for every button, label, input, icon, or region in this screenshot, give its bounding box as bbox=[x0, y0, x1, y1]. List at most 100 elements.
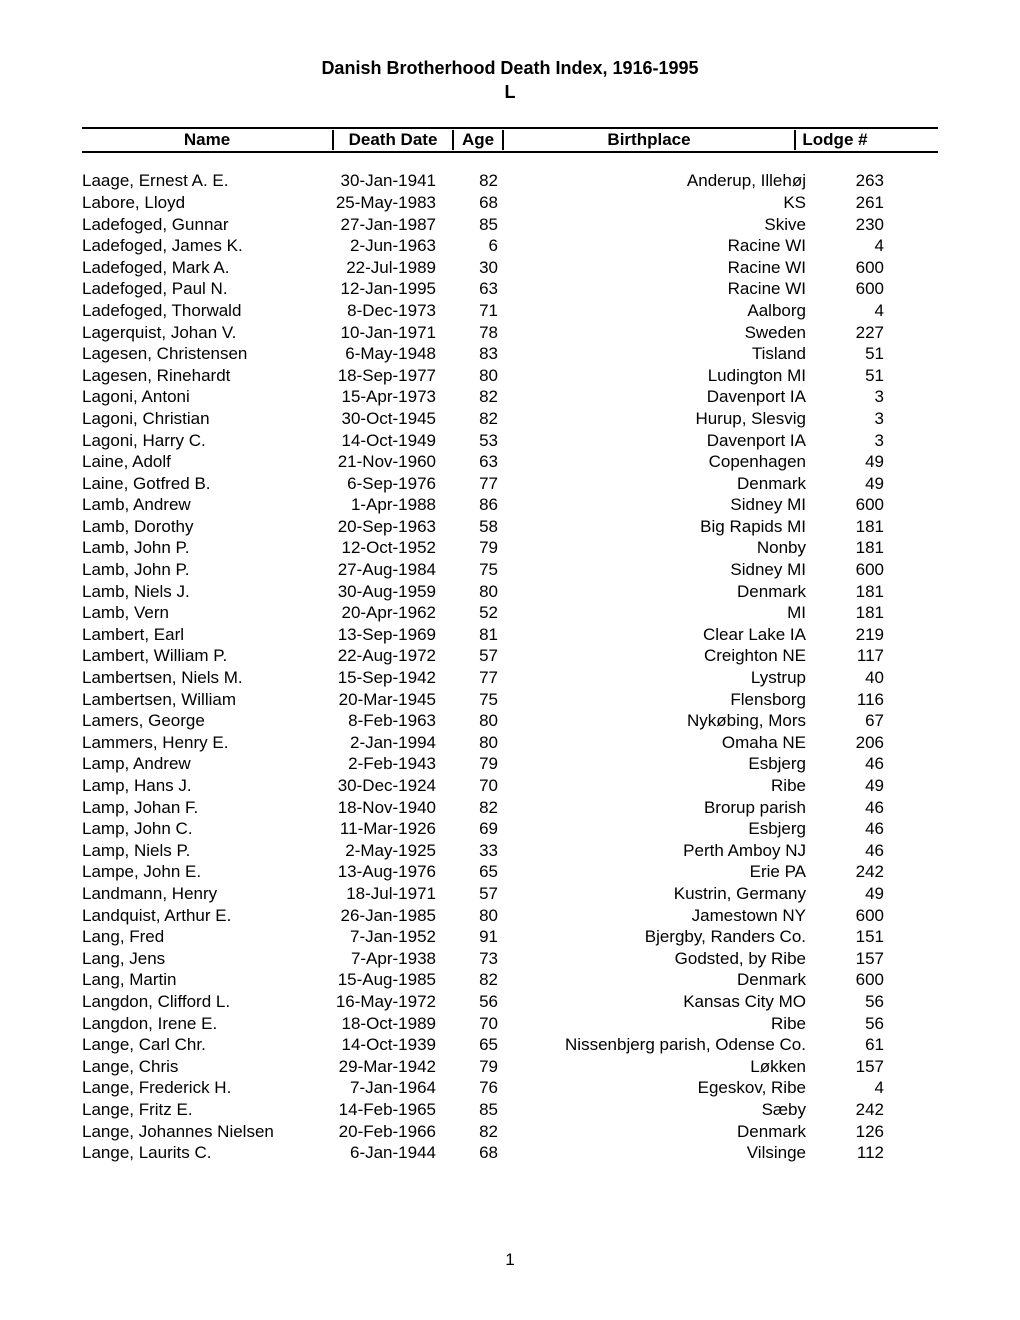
cell-name: Lambert, William P. bbox=[82, 646, 298, 666]
cell-name: Lagoni, Antoni bbox=[82, 387, 298, 407]
cell-name: Lamp, Johan F. bbox=[82, 798, 298, 818]
cell-date: 7-Jan-1952 bbox=[298, 927, 442, 947]
table-row: Lamb, Dorothy20-Sep-196358Big Rapids MI1… bbox=[82, 516, 938, 538]
page-number: 1 bbox=[0, 1250, 1020, 1270]
cell-date: 20-Apr-1962 bbox=[298, 603, 442, 623]
cell-date: 12-Jan-1995 bbox=[298, 279, 442, 299]
cell-birthplace: Flensborg bbox=[504, 690, 812, 710]
cell-age: 82 bbox=[442, 1122, 504, 1142]
cell-birthplace: Ribe bbox=[504, 1014, 812, 1034]
cell-name: Lagesen, Rinehardt bbox=[82, 366, 298, 386]
cell-date: 25-May-1983 bbox=[298, 193, 442, 213]
cell-date: 20-Feb-1966 bbox=[298, 1122, 442, 1142]
cell-birthplace: Esbjerg bbox=[504, 754, 812, 774]
cell-name: Labore, Lloyd bbox=[82, 193, 298, 213]
cell-name: Lamp, Niels P. bbox=[82, 841, 298, 861]
cell-lodge: 181 bbox=[812, 603, 884, 623]
cell-age: 80 bbox=[442, 366, 504, 386]
cell-name: Lamb, Andrew bbox=[82, 495, 298, 515]
cell-lodge: 151 bbox=[812, 927, 884, 947]
cell-age: 65 bbox=[442, 862, 504, 882]
cell-age: 77 bbox=[442, 474, 504, 494]
table-row: Langdon, Irene E.18-Oct-198970Ribe56 bbox=[82, 1013, 938, 1035]
table-body: Laage, Ernest A. E.30-Jan-194182Anderup,… bbox=[82, 171, 938, 1164]
cell-birthplace: Sæby bbox=[504, 1100, 812, 1120]
cell-age: 80 bbox=[442, 733, 504, 753]
cell-date: 15-Aug-1985 bbox=[298, 970, 442, 990]
cell-date: 27-Jan-1987 bbox=[298, 215, 442, 235]
table-row: Lammers, Henry E.2-Jan-199480Omaha NE206 bbox=[82, 732, 938, 754]
cell-birthplace: Tisland bbox=[504, 344, 812, 364]
table-row: Lagesen, Rinehardt18-Sep-197780Ludington… bbox=[82, 365, 938, 387]
cell-date: 22-Aug-1972 bbox=[298, 646, 442, 666]
table-row: Ladefoged, James K.2-Jun-19636Racine WI4 bbox=[82, 235, 938, 257]
header-birthplace: Birthplace bbox=[504, 130, 796, 150]
cell-date: 26-Jan-1985 bbox=[298, 906, 442, 926]
cell-age: 52 bbox=[442, 603, 504, 623]
table-row: Lamb, Andrew1-Apr-198886Sidney MI600 bbox=[82, 495, 938, 517]
cell-age: 79 bbox=[442, 1057, 504, 1077]
cell-date: 6-May-1948 bbox=[298, 344, 442, 364]
table-row: Lamp, Johan F.18-Nov-194082Brorup parish… bbox=[82, 797, 938, 819]
table-row: Lange, Frederick H.7-Jan-196476Egeskov, … bbox=[82, 1078, 938, 1100]
cell-name: Ladefoged, Mark A. bbox=[82, 258, 298, 278]
cell-birthplace: Erie PA bbox=[504, 862, 812, 882]
table-row: Ladefoged, Paul N.12-Jan-199563Racine WI… bbox=[82, 279, 938, 301]
cell-birthplace: Vilsinge bbox=[504, 1143, 812, 1163]
cell-age: 30 bbox=[442, 258, 504, 278]
cell-birthplace: Ludington MI bbox=[504, 366, 812, 386]
cell-birthplace: Creighton NE bbox=[504, 646, 812, 666]
cell-lodge: 157 bbox=[812, 1057, 884, 1077]
table-row: Lagoni, Harry C.14-Oct-194953Davenport I… bbox=[82, 430, 938, 452]
cell-name: Lagerquist, Johan V. bbox=[82, 323, 298, 343]
cell-birthplace: Sidney MI bbox=[504, 495, 812, 515]
cell-lodge: 600 bbox=[812, 906, 884, 926]
cell-birthplace: Anderup, Illehøj bbox=[504, 171, 812, 191]
table-row: Ladefoged, Gunnar27-Jan-198785Skive230 bbox=[82, 214, 938, 236]
cell-name: Lamp, Hans J. bbox=[82, 776, 298, 796]
table-row: Lamb, John P.12-Oct-195279Nonby181 bbox=[82, 538, 938, 560]
cell-birthplace: Sweden bbox=[504, 323, 812, 343]
table-row: Lange, Laurits C.6-Jan-194468Vilsinge112 bbox=[82, 1142, 938, 1164]
cell-lodge: 206 bbox=[812, 733, 884, 753]
cell-lodge: 600 bbox=[812, 560, 884, 580]
cell-age: 85 bbox=[442, 215, 504, 235]
cell-name: Landquist, Arthur E. bbox=[82, 906, 298, 926]
table-header: Name Death Date Age Birthplace Lodge # bbox=[82, 127, 938, 153]
cell-date: 14-Feb-1965 bbox=[298, 1100, 442, 1120]
cell-name: Lampe, John E. bbox=[82, 862, 298, 882]
cell-birthplace: Bjergby, Randers Co. bbox=[504, 927, 812, 947]
cell-lodge: 51 bbox=[812, 366, 884, 386]
cell-name: Lambertsen, Niels M. bbox=[82, 668, 298, 688]
cell-name: Lamp, Andrew bbox=[82, 754, 298, 774]
cell-date: 22-Jul-1989 bbox=[298, 258, 442, 278]
cell-lodge: 600 bbox=[812, 279, 884, 299]
cell-name: Lange, Carl Chr. bbox=[82, 1035, 298, 1055]
table-row: Ladefoged, Thorwald8-Dec-197371Aalborg4 bbox=[82, 300, 938, 322]
table-row: Lambert, Earl13-Sep-196981Clear Lake IA2… bbox=[82, 624, 938, 646]
cell-birthplace: Aalborg bbox=[504, 301, 812, 321]
cell-age: 80 bbox=[442, 906, 504, 926]
cell-age: 82 bbox=[442, 970, 504, 990]
cell-lodge: 51 bbox=[812, 344, 884, 364]
cell-birthplace: Denmark bbox=[504, 970, 812, 990]
cell-date: 18-Jul-1971 bbox=[298, 884, 442, 904]
cell-age: 82 bbox=[442, 798, 504, 818]
cell-name: Lagesen, Christensen bbox=[82, 344, 298, 364]
cell-birthplace: Denmark bbox=[504, 474, 812, 494]
cell-age: 6 bbox=[442, 236, 504, 256]
table-row: Landquist, Arthur E.26-Jan-198580Jamesto… bbox=[82, 905, 938, 927]
table-row: Lang, Martin15-Aug-198582Denmark600 bbox=[82, 970, 938, 992]
cell-name: Ladefoged, Gunnar bbox=[82, 215, 298, 235]
table-row: Ladefoged, Mark A.22-Jul-198930Racine WI… bbox=[82, 257, 938, 279]
cell-lodge: 181 bbox=[812, 538, 884, 558]
cell-date: 10-Jan-1971 bbox=[298, 323, 442, 343]
cell-birthplace: MI bbox=[504, 603, 812, 623]
table-row: Langdon, Clifford L.16-May-197256Kansas … bbox=[82, 991, 938, 1013]
table-row: Landmann, Henry18-Jul-197157Kustrin, Ger… bbox=[82, 883, 938, 905]
cell-date: 21-Nov-1960 bbox=[298, 452, 442, 472]
cell-birthplace: Nissenbjerg parish, Odense Co. bbox=[504, 1035, 812, 1055]
cell-lodge: 230 bbox=[812, 215, 884, 235]
cell-date: 13-Aug-1976 bbox=[298, 862, 442, 882]
cell-date: 20-Mar-1945 bbox=[298, 690, 442, 710]
